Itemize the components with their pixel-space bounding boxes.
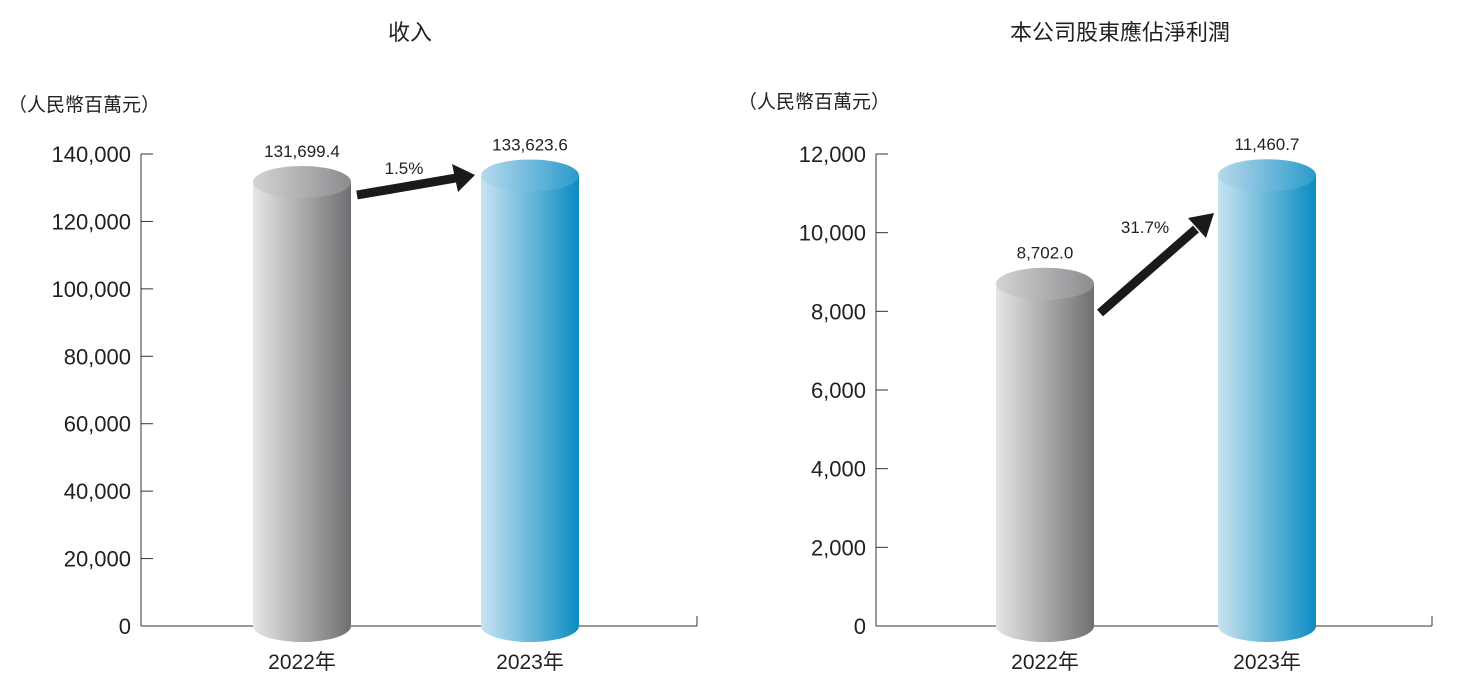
y-tick-label: 60,000 bbox=[64, 412, 131, 437]
y-tick-label: 0 bbox=[854, 614, 866, 639]
bar-body bbox=[996, 283, 1094, 642]
x-tick-label: 2023年 bbox=[496, 651, 564, 674]
bar-body bbox=[481, 175, 579, 643]
change-arrow bbox=[356, 164, 475, 200]
bar-top bbox=[996, 267, 1094, 300]
y-tick-label: 20,000 bbox=[64, 547, 131, 572]
value-label: 8,702.0 bbox=[1017, 244, 1074, 263]
y-tick-label: 6,000 bbox=[811, 378, 866, 403]
y-tick-label: 4,000 bbox=[811, 457, 866, 482]
y-tick-label: 10,000 bbox=[799, 221, 866, 246]
x-tick-label: 2022年 bbox=[1011, 651, 1079, 674]
x-tick-label: 2022年 bbox=[268, 651, 336, 674]
bar-top bbox=[253, 165, 351, 198]
bar-body bbox=[1218, 175, 1316, 642]
bar-2022年 bbox=[253, 165, 351, 643]
y-tick-label: 2,000 bbox=[811, 535, 866, 560]
y-tick-label: 8,000 bbox=[811, 299, 866, 324]
y-tick-label: 12,000 bbox=[799, 142, 866, 167]
revenue-chart: 收入 （人民幣百萬元） 0 20,000 40,000 60,000 80,000 100… bbox=[8, 20, 698, 674]
chart-title: 收入 bbox=[388, 20, 432, 45]
bars bbox=[996, 159, 1316, 642]
bars bbox=[253, 159, 579, 643]
bar-top bbox=[481, 159, 579, 192]
chart-title: 本公司股東應佔淨利潤 bbox=[1010, 20, 1230, 45]
y-tick-label: 40,000 bbox=[64, 479, 131, 504]
unit-label: （人民幣百萬元） bbox=[8, 94, 160, 116]
value-label: 133,623.6 bbox=[492, 135, 568, 154]
bar-body bbox=[253, 181, 351, 643]
y-tick-label: 120,000 bbox=[51, 209, 131, 234]
change-label: 1.5% bbox=[385, 159, 424, 178]
x-tick-label: 2023年 bbox=[1233, 651, 1301, 674]
value-label: 11,460.7 bbox=[1235, 135, 1300, 154]
y-tick-label: 100,000 bbox=[51, 277, 131, 302]
change-label: 31.7% bbox=[1121, 218, 1169, 237]
y-axis-ticks: 0 20,000 40,000 60,000 80,000 100,000 120,000 1… bbox=[51, 142, 153, 639]
bar-2022年 bbox=[996, 267, 1094, 642]
y-tick-label: 140,000 bbox=[51, 142, 131, 167]
unit-label: （人民幣百萬元） bbox=[738, 91, 890, 113]
y-tick-label: 0 bbox=[119, 614, 131, 639]
bar-2023年 bbox=[1218, 159, 1316, 642]
y-tick-label: 80,000 bbox=[64, 344, 131, 369]
value-label: 131,699.4 bbox=[264, 142, 340, 161]
bar-2023年 bbox=[481, 159, 579, 643]
change-arrow bbox=[1097, 213, 1214, 317]
net-profit-chart: 本公司股東應佔淨利潤 （人民幣百萬元） 0 2,000 4,000 6,000 8,00… bbox=[738, 20, 1433, 674]
y-axis-ticks: 0 2,000 4,000 6,000 8,000 10,000 12,000 bbox=[799, 142, 888, 639]
bar-top bbox=[1218, 159, 1316, 192]
